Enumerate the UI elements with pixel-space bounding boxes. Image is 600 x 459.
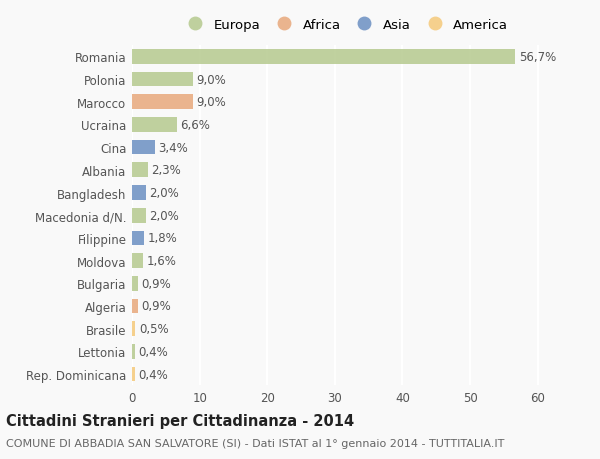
Bar [132, 344, 135, 359]
Text: 0,5%: 0,5% [139, 323, 169, 336]
Bar [132, 276, 138, 291]
Text: 9,0%: 9,0% [196, 73, 226, 86]
Text: 2,0%: 2,0% [149, 187, 179, 200]
Bar [132, 208, 146, 223]
Bar [132, 231, 144, 246]
Text: 0,9%: 0,9% [142, 277, 171, 290]
Text: 1,6%: 1,6% [146, 255, 176, 268]
Text: 0,9%: 0,9% [142, 300, 171, 313]
Text: COMUNE DI ABBADIA SAN SALVATORE (SI) - Dati ISTAT al 1° gennaio 2014 - TUTTITALI: COMUNE DI ABBADIA SAN SALVATORE (SI) - D… [6, 438, 505, 448]
Legend: Europa, Africa, Asia, America: Europa, Africa, Asia, America [178, 15, 512, 36]
Text: 0,4%: 0,4% [138, 345, 168, 358]
Bar [132, 299, 138, 313]
Bar [132, 322, 136, 336]
Text: 2,3%: 2,3% [151, 164, 181, 177]
Text: 0,4%: 0,4% [138, 368, 168, 381]
Text: 6,6%: 6,6% [180, 119, 210, 132]
Bar [132, 118, 176, 133]
Text: 3,4%: 3,4% [158, 141, 188, 154]
Bar [132, 140, 155, 155]
Text: 56,7%: 56,7% [519, 51, 556, 64]
Text: Cittadini Stranieri per Cittadinanza - 2014: Cittadini Stranieri per Cittadinanza - 2… [6, 413, 354, 428]
Bar [132, 73, 193, 87]
Bar [132, 367, 135, 381]
Text: 2,0%: 2,0% [149, 209, 179, 222]
Bar [132, 50, 515, 65]
Bar [132, 163, 148, 178]
Text: 9,0%: 9,0% [196, 96, 226, 109]
Bar [132, 95, 193, 110]
Bar [132, 186, 146, 201]
Text: 1,8%: 1,8% [148, 232, 178, 245]
Bar [132, 254, 143, 269]
